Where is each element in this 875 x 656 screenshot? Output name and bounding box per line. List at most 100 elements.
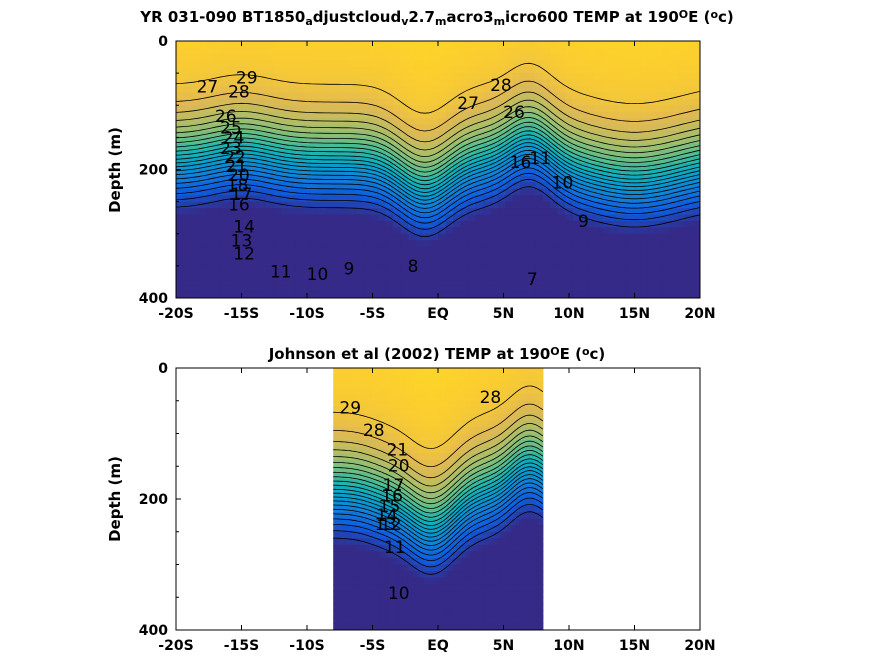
field-cell <box>378 446 382 454</box>
field-cell <box>610 220 619 228</box>
field-cell <box>280 240 289 248</box>
field-cell <box>393 387 397 395</box>
field-cell <box>390 616 394 625</box>
field-cell <box>497 92 506 100</box>
field-cell <box>438 512 442 520</box>
field-cell <box>625 220 634 228</box>
field-cell <box>461 374 466 382</box>
field-cell <box>381 525 385 533</box>
field-cell <box>426 557 430 566</box>
field-cell <box>426 610 430 618</box>
field-cell <box>228 118 237 126</box>
field-cell <box>405 394 409 402</box>
field-cell <box>473 368 478 376</box>
field-cell <box>378 85 387 93</box>
field-cell <box>435 400 439 408</box>
field-cell <box>288 175 297 183</box>
field-cell <box>550 278 559 286</box>
field-cell <box>176 47 185 55</box>
field-cell <box>348 259 357 267</box>
field-cell <box>572 285 581 293</box>
field-cell <box>475 201 484 209</box>
field-cell <box>393 214 402 222</box>
field-cell <box>458 440 463 448</box>
field-cell <box>310 98 319 106</box>
field-cell <box>390 564 394 572</box>
field-cell <box>342 512 346 520</box>
field-cell <box>432 387 436 395</box>
field-cell <box>595 214 604 222</box>
field-cell <box>408 472 412 480</box>
field-cell <box>490 66 499 74</box>
field-cell <box>333 66 342 74</box>
field-cell <box>423 492 427 500</box>
field-cell <box>446 466 451 474</box>
field-cell <box>595 253 604 261</box>
x-tick-label: -20S <box>158 306 193 322</box>
field-cell <box>342 610 346 618</box>
field-cell <box>572 150 581 158</box>
field-cell <box>542 265 551 273</box>
field-cell <box>310 79 319 87</box>
field-cell <box>417 426 421 435</box>
field-cell <box>467 195 477 203</box>
field-cell <box>370 233 379 241</box>
field-cell <box>438 285 447 293</box>
field-cell <box>351 518 355 526</box>
field-cell <box>640 150 649 158</box>
field-cell <box>527 85 536 93</box>
field-cell <box>420 400 424 408</box>
field-cell <box>460 92 469 100</box>
field-cell <box>408 538 412 546</box>
field-cell <box>423 485 427 494</box>
field-cell <box>692 285 700 293</box>
field-cell <box>595 246 604 254</box>
field-cell <box>375 420 379 428</box>
field-cell <box>557 41 566 49</box>
field-cell <box>205 175 215 183</box>
field-cell <box>550 85 559 93</box>
field-cell <box>557 73 566 81</box>
field-cell <box>610 259 619 267</box>
field-cell <box>452 381 457 389</box>
field-cell <box>408 105 417 113</box>
field-cell <box>479 623 484 630</box>
field-cell <box>213 188 222 196</box>
field-cell <box>467 118 477 126</box>
field-cell <box>640 79 649 87</box>
field-cell <box>228 79 237 87</box>
field-cell <box>333 60 342 68</box>
field-cell <box>220 53 229 61</box>
field-cell <box>485 440 490 448</box>
field-cell <box>387 387 391 395</box>
field-cell <box>355 169 364 177</box>
field-cell <box>602 85 611 93</box>
field-cell <box>385 118 394 126</box>
field-cell <box>303 259 312 267</box>
field-cell <box>572 201 581 209</box>
field-cell <box>400 143 409 151</box>
field-cell <box>470 374 475 382</box>
field-cell <box>429 459 433 467</box>
field-cell <box>587 41 596 49</box>
field-cell <box>467 253 477 261</box>
field-cell <box>550 98 559 106</box>
field-cell <box>520 182 529 190</box>
field-cell <box>625 259 634 267</box>
field-cell <box>429 525 433 533</box>
field-cell <box>348 368 352 376</box>
field-cell <box>348 291 357 298</box>
field-cell <box>213 208 222 216</box>
field-cell <box>505 208 514 216</box>
field-cell <box>393 472 397 480</box>
field-cell <box>325 130 334 138</box>
field-cell <box>402 571 406 579</box>
field-cell <box>402 440 406 448</box>
field-cell <box>213 92 222 100</box>
field-cell <box>357 485 361 494</box>
field-cell <box>640 259 649 267</box>
field-cell <box>318 111 327 119</box>
field-cell <box>625 79 634 87</box>
field-cell <box>475 66 484 74</box>
field-cell <box>550 220 559 228</box>
